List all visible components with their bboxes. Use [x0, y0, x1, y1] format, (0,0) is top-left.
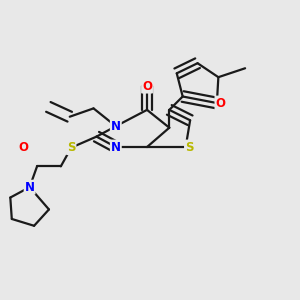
Text: O: O: [215, 97, 225, 110]
Text: S: S: [185, 140, 194, 154]
Text: O: O: [18, 140, 28, 154]
Text: N: N: [111, 120, 121, 133]
Text: N: N: [111, 140, 121, 154]
Text: S: S: [67, 141, 76, 154]
Text: O: O: [142, 80, 152, 93]
Text: N: N: [25, 181, 34, 194]
